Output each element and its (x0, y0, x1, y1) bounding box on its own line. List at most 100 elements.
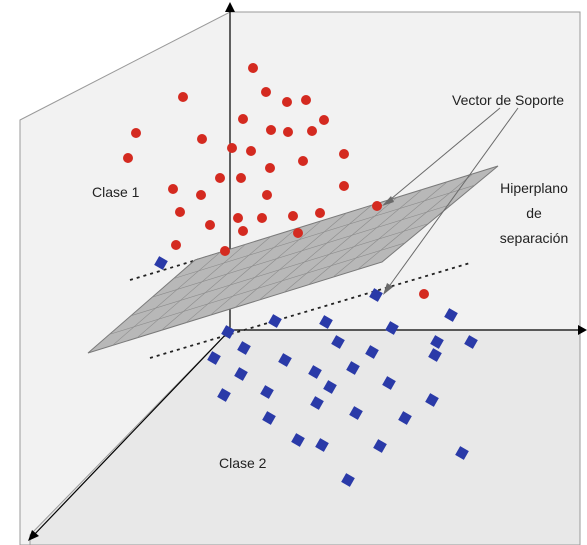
class2-point (369, 288, 383, 302)
class1-point (238, 114, 248, 124)
class1-point (261, 87, 271, 97)
class1-point (238, 226, 248, 236)
class1-point (372, 201, 382, 211)
class1-point (293, 228, 303, 238)
hyperplane-grid-line (210, 220, 322, 316)
class1-point (131, 128, 141, 138)
class1-point (315, 208, 325, 218)
class2-point (444, 308, 458, 322)
hyperplane-grid-line (234, 212, 347, 308)
class2-point (373, 439, 387, 453)
class2-point (262, 411, 276, 425)
class2-point (382, 376, 396, 390)
class2-point (425, 393, 439, 407)
class2-point (346, 361, 360, 375)
hyperplane-grid-line (308, 189, 423, 285)
hyperplane-grid-line (357, 173, 473, 270)
class2-point (428, 348, 442, 362)
class1-point (262, 190, 272, 200)
hyperplane-grid-line (130, 223, 429, 317)
support-vector-pointer-lower-head (383, 283, 393, 295)
y-axis-arrow (28, 530, 39, 541)
class2-point (319, 315, 333, 329)
hyperplane-grid-line (259, 204, 372, 301)
support-vector-pointer-upper-head (382, 196, 394, 206)
class1-point (266, 125, 276, 135)
class1-point (307, 126, 317, 136)
class1-point (178, 92, 188, 102)
class2-points (154, 256, 478, 487)
class1-point (257, 213, 267, 223)
class1-point (175, 207, 185, 217)
class2-point (365, 345, 379, 359)
class2-point (237, 341, 251, 355)
class1-point (168, 184, 178, 194)
class2-point (278, 353, 292, 367)
support-vector-pointer-lower (384, 107, 519, 293)
class2-point (331, 335, 345, 349)
class2-point (464, 335, 478, 349)
class2-point (315, 438, 329, 452)
class1-point (301, 95, 311, 105)
class1-point (233, 213, 243, 223)
class1-point (339, 181, 349, 191)
class2-point (310, 396, 324, 410)
class1-point (339, 149, 349, 159)
class2-point (260, 385, 274, 399)
class1-point (319, 115, 329, 125)
class2-point (341, 473, 355, 487)
hyperplane-grid-line (185, 228, 297, 323)
x-axis-arrow (578, 325, 587, 335)
separating-hyperplane (87, 165, 499, 354)
class2-point (323, 380, 337, 394)
class2-point (234, 367, 248, 381)
z-axis-arrow (225, 2, 235, 12)
class1-point (220, 246, 230, 256)
class1-point (282, 97, 292, 107)
class1-point (205, 220, 215, 230)
class2-point (430, 335, 444, 349)
class2-point (154, 256, 168, 270)
class1-point (298, 156, 308, 166)
class1-label: Clase 1 (92, 184, 140, 200)
hyperplane-label-line2: de (526, 205, 542, 221)
class2-label: Clase 2 (219, 455, 267, 471)
class1-point (196, 190, 206, 200)
hyperplane-grid-line (332, 181, 448, 278)
hyperplane-grid-line (112, 251, 221, 346)
class1-point (215, 173, 225, 183)
support-vector-pointer-upper (384, 107, 501, 205)
class2-point (207, 351, 221, 365)
hyperplane-grid-line (152, 204, 452, 298)
class2-point (217, 388, 231, 402)
class1-point (288, 211, 298, 221)
class2-point (455, 446, 469, 460)
y-axis (31, 329, 231, 538)
hyperplane-grid-line (173, 184, 475, 279)
class1-point (283, 127, 293, 137)
class1-point (248, 63, 258, 73)
class1-point (265, 163, 275, 173)
class2-point (291, 433, 305, 447)
hyperplane-grid-line (283, 197, 398, 293)
hyperplane-label-line1: Hiperplano (500, 180, 568, 196)
class1-point (236, 173, 246, 183)
class1-point (171, 240, 181, 250)
hyperplane-grid-line (161, 236, 271, 331)
hyperplane-grid-line (109, 242, 406, 335)
class2-point (349, 406, 363, 420)
class2-point (268, 314, 282, 328)
class1-point (123, 153, 133, 163)
class2-point (385, 321, 399, 335)
class1-points (123, 63, 429, 299)
class1-point (246, 146, 256, 156)
class1-point (227, 143, 237, 153)
class2-point (308, 365, 322, 379)
support-vector-label: Vector de Soporte (452, 92, 565, 108)
class1-point (419, 289, 429, 299)
class2-point (221, 325, 235, 339)
class2-point (398, 411, 412, 425)
hyperplane-label-line3: separación (499, 230, 569, 246)
class1-point (197, 134, 207, 144)
